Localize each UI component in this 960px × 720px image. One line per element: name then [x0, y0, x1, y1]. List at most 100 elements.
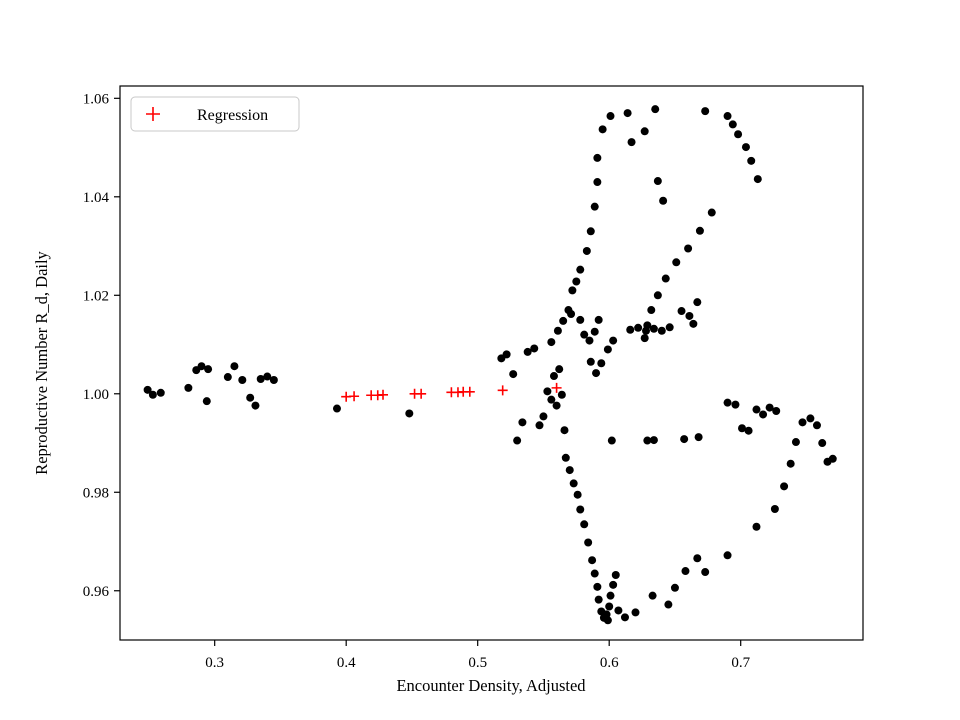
scatter-point: [701, 568, 710, 577]
scatter-point: [590, 202, 599, 211]
scatter-point: [557, 390, 566, 399]
scatter-point: [723, 112, 732, 121]
scatter-point: [798, 418, 807, 427]
scatter-point: [685, 311, 694, 320]
scatter-point: [606, 112, 615, 121]
scatter-point: [204, 365, 213, 374]
scatter-point: [561, 453, 570, 462]
scatter-point: [552, 401, 561, 410]
scatter-point: [576, 265, 585, 274]
scatter-point: [184, 383, 193, 392]
scatter-point: [539, 412, 548, 421]
scatter-point: [594, 315, 603, 324]
scatter-point: [634, 323, 643, 332]
scatter-point: [547, 395, 556, 404]
scatter-point: [772, 407, 781, 416]
scatter-point: [627, 138, 636, 147]
scatter-point: [752, 405, 761, 414]
scatter-point: [728, 120, 737, 129]
scatter-point: [672, 258, 681, 267]
regression-point: [416, 388, 427, 399]
scatter-point: [530, 344, 539, 353]
scatter-point: [569, 479, 578, 488]
scatter-point: [588, 556, 597, 565]
scatter-point: [332, 404, 341, 413]
scatter-point: [573, 490, 582, 499]
scatter-point: [555, 365, 564, 374]
x-tick-label: 0.7: [731, 655, 750, 671]
scatter-point: [689, 319, 698, 328]
scatter-point: [648, 591, 657, 600]
scatter-point: [156, 388, 165, 397]
scatter-point: [723, 398, 732, 407]
scatter-point: [693, 298, 702, 307]
scatter-point: [263, 372, 272, 381]
regression-point: [464, 386, 475, 397]
scatter-point: [585, 336, 594, 345]
scatter-point: [670, 583, 679, 592]
scatter-point: [598, 125, 607, 134]
y-tick-label: 1.00: [83, 387, 109, 403]
scatter-point: [572, 277, 581, 286]
scatter-point: [535, 421, 544, 430]
scatter-point: [611, 570, 620, 579]
scatter-point: [597, 359, 606, 368]
scatter-point: [812, 421, 821, 430]
scatter-point: [594, 595, 603, 604]
scatter-point: [584, 538, 593, 547]
scatter-point: [680, 435, 689, 444]
scatter-point: [513, 436, 522, 445]
scatter-point: [148, 390, 157, 399]
scatter-point: [694, 433, 703, 442]
legend-label: Regression: [197, 107, 268, 124]
scatter-point: [202, 397, 211, 406]
scatter-point: [818, 439, 827, 448]
scatter-point: [695, 226, 704, 235]
scatter-point: [659, 196, 668, 205]
scatter-point: [753, 175, 762, 184]
scatter-point: [626, 325, 635, 334]
x-axis-ticks: 0.3 0.4 0.5 0.6 0.7: [205, 640, 751, 671]
scatter-point: [560, 426, 569, 435]
scatter-point: [806, 414, 815, 423]
scatter-point: [565, 466, 574, 475]
scatter-point: [576, 315, 585, 324]
scatter-point: [523, 347, 532, 356]
scatter-point: [256, 375, 265, 384]
scatter-point: [681, 567, 690, 576]
scatter-point: [631, 608, 640, 617]
scatter-point: [791, 438, 800, 447]
scatter-point: [603, 345, 612, 354]
x-tick-label: 0.4: [337, 655, 356, 671]
scatter-point: [606, 591, 615, 600]
scatter-point: [647, 306, 656, 315]
regression-plus-icon: [146, 107, 160, 121]
data-points-layer: [143, 105, 837, 625]
scatter-point: [609, 580, 618, 589]
y-tick-label: 0.96: [83, 584, 110, 600]
y-tick-label: 1.06: [83, 91, 110, 107]
scatter-point: [509, 370, 518, 379]
scatter-point: [590, 569, 599, 578]
scatter-point: [593, 153, 602, 162]
scatter-point: [780, 482, 789, 491]
scatter-point: [642, 326, 651, 335]
y-axis-ticks: 0.96 0.98 1.00 1.02 1.04 1.06: [83, 91, 120, 600]
scatter-point: [580, 520, 589, 529]
scatter-point: [614, 606, 623, 615]
scatter-point: [549, 372, 558, 381]
regression-point: [378, 389, 389, 400]
scatter-point: [677, 307, 686, 316]
regression-series: [341, 382, 562, 402]
scatter-point: [238, 375, 247, 384]
scatter-point: [701, 107, 710, 116]
scatter-point: [582, 246, 591, 255]
scatter-point: [593, 178, 602, 187]
scatter-point: [518, 418, 527, 427]
scatter-point: [603, 616, 612, 625]
scatter-point: [197, 362, 206, 371]
scatter-point: [747, 156, 756, 165]
scatter-point: [651, 105, 660, 114]
scatter-point: [657, 326, 666, 335]
